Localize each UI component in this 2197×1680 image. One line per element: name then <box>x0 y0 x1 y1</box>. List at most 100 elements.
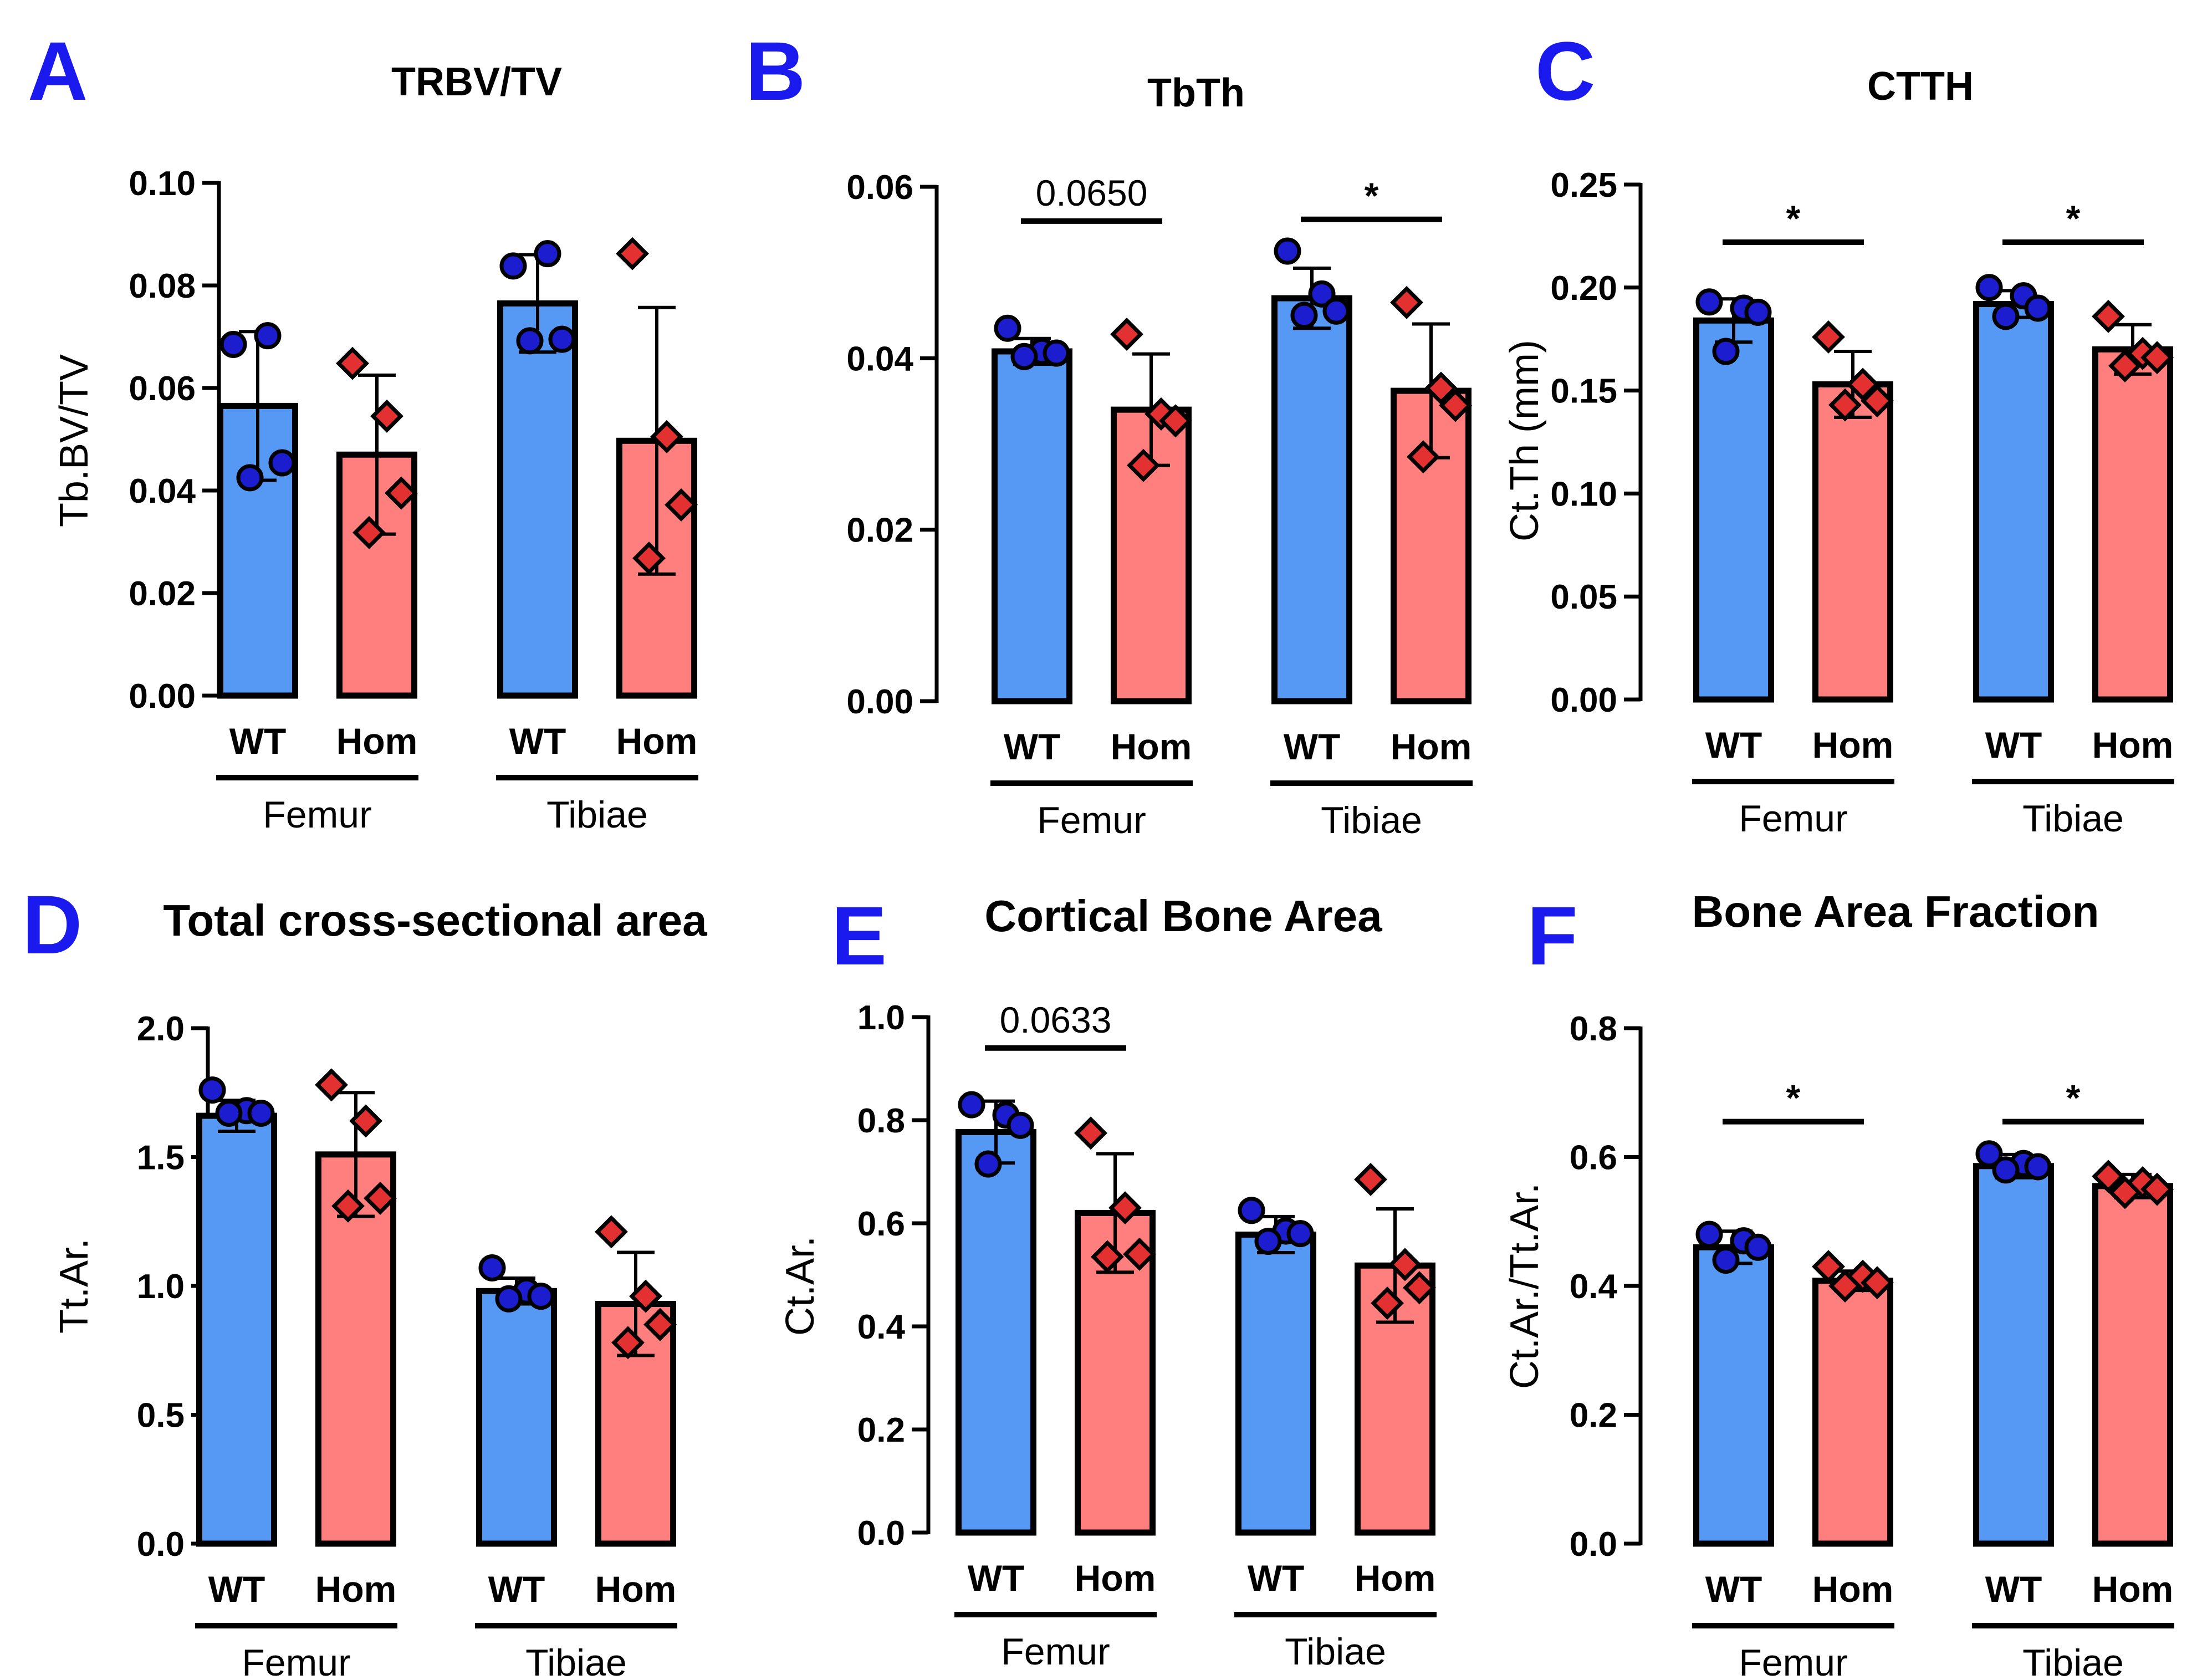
data-point <box>2108 1176 2142 1209</box>
y-axis-label: Ct.Th (mm) <box>1503 340 1547 542</box>
group-label: Femur <box>1037 799 1146 841</box>
data-point <box>1407 440 1440 474</box>
panel-e: E Cortical Bone Area Ct.Ar. <box>778 889 1382 1336</box>
chart-a: 0.00 0.02 0.04 0.06 0.08 0.10 WT Hom WT Hom Femur T… <box>129 165 698 836</box>
category-label: WT <box>1985 1569 2042 1610</box>
chart-b: 0.00 0.02 0.04 0.06 WT Hom WT Hom Femur Tibiae 0.0… <box>846 168 1473 841</box>
data-point <box>1254 1228 1282 1255</box>
category-label: WT <box>1284 726 1341 767</box>
data-point <box>1354 1163 1387 1196</box>
data-point <box>1286 1220 1314 1248</box>
data-point <box>1238 1197 1265 1224</box>
group-label: Femur <box>242 1642 350 1680</box>
category-label: Hom <box>1355 1558 1436 1599</box>
data-point <box>219 330 247 358</box>
chart-title: Total cross-sectional area <box>163 896 707 945</box>
data-point <box>1861 1266 1894 1300</box>
data-point <box>495 1285 523 1313</box>
y-tick-label: 0.05 <box>1550 578 1617 616</box>
data-point <box>499 252 527 280</box>
bar <box>1812 1278 1893 1547</box>
data-point <box>650 420 683 453</box>
y-tick-label: 0.02 <box>129 575 196 613</box>
data-point <box>1744 298 1772 326</box>
panel-letter: A <box>28 24 88 118</box>
bar <box>196 1112 277 1547</box>
data-point <box>1975 274 2003 302</box>
chart-title: Bone Area Fraction <box>1692 887 2099 936</box>
bar <box>992 348 1072 704</box>
data-point <box>1812 1250 1845 1284</box>
significance-label: * <box>1786 1078 1801 1119</box>
panel-letter: E <box>831 889 887 982</box>
data-point <box>611 1326 645 1360</box>
bar <box>2092 346 2173 703</box>
category-label: WT <box>1248 1558 1305 1599</box>
data-point <box>2108 349 2142 382</box>
data-point <box>1861 384 1894 418</box>
category-label: Hom <box>2092 1569 2174 1610</box>
bar <box>315 1151 396 1547</box>
bar <box>1271 295 1352 704</box>
data-point <box>198 1076 226 1104</box>
y-tick-label: 0.0 <box>137 1525 185 1564</box>
data-point <box>1159 404 1192 438</box>
data-point <box>994 314 1021 342</box>
data-point <box>1127 448 1160 482</box>
data-point <box>2092 299 2125 333</box>
category-label: WT <box>1705 1569 1762 1610</box>
y-axis-label: Ct.Ar./Tt.Ar. <box>1503 1183 1547 1389</box>
y-tick-label: 0.6 <box>1570 1139 1617 1177</box>
data-point <box>1274 237 1301 265</box>
data-point <box>534 240 561 268</box>
group-label: Femur <box>1001 1631 1110 1673</box>
data-point <box>595 1215 628 1249</box>
y-tick-label: 0.00 <box>1550 681 1617 719</box>
data-point <box>1074 1116 1107 1150</box>
y-tick-label: 0.08 <box>129 267 196 305</box>
group-label: Femur <box>1739 798 1847 840</box>
category-label: WT <box>208 1569 265 1610</box>
data-point <box>2024 294 2052 322</box>
data-point <box>1388 1248 1422 1281</box>
y-tick-label: 1.0 <box>857 999 905 1037</box>
data-point <box>331 1189 365 1223</box>
data-point <box>336 346 369 380</box>
y-tick-label: 0.2 <box>857 1411 905 1449</box>
y-tick-label: 0.4 <box>857 1308 906 1346</box>
panel-letter: D <box>22 878 82 971</box>
data-point <box>254 322 282 350</box>
data-point <box>1043 339 1070 367</box>
data-point <box>1322 297 1350 325</box>
category-label: Hom <box>1812 1569 1894 1610</box>
group-label: Femur <box>263 794 371 836</box>
y-tick-label: 0.15 <box>1550 372 1617 411</box>
y-tick-label: 0.8 <box>1570 1010 1617 1048</box>
y-tick-label: 0.04 <box>846 340 913 378</box>
category-label: WT <box>968 1558 1025 1599</box>
category-label: WT <box>488 1569 545 1610</box>
significance-label: 0.0633 <box>1000 999 1112 1040</box>
data-point <box>1812 320 1845 354</box>
category-label: WT <box>509 721 566 762</box>
group-label: Tibiae <box>1321 799 1422 841</box>
data-point <box>665 488 698 522</box>
y-tick-label: 0.4 <box>1570 1268 1618 1306</box>
y-tick-label: 0.0 <box>1570 1525 1617 1564</box>
data-point <box>629 1279 662 1313</box>
category-label: Hom <box>1075 1558 1156 1599</box>
data-point <box>315 1068 348 1102</box>
data-point <box>215 1099 243 1127</box>
chart-c: 0.00 0.05 0.10 0.15 0.20 0.25 WT Hom WT Hom Femur T… <box>1550 166 2174 840</box>
panel-d: D Total cross-sectional area Tt.Ar. <box>22 878 707 1334</box>
panel-b: B TbTh <box>745 24 1245 118</box>
group-label: Tibiae <box>1285 1631 1386 1673</box>
y-tick-label: 0.02 <box>846 512 913 550</box>
data-point <box>2140 1172 2174 1206</box>
category-label: WT <box>1705 724 1762 765</box>
group-label: Femur <box>1739 1642 1847 1680</box>
data-point <box>643 1308 677 1341</box>
data-point <box>385 476 418 510</box>
group-label: Tibiae <box>2022 1642 2124 1680</box>
significance-label: * <box>1786 198 1801 239</box>
